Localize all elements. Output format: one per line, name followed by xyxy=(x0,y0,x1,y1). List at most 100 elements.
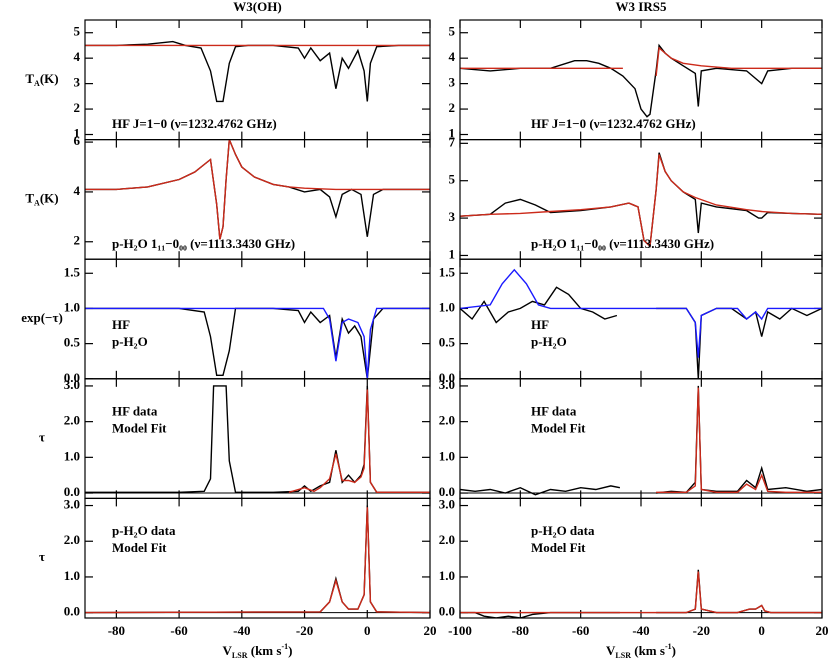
plot-frame xyxy=(84,258,431,380)
y-axis-label: TA(K) xyxy=(25,71,58,88)
x-tick-label: -20 xyxy=(693,623,710,638)
y-tick-label: 0.0 xyxy=(439,604,455,619)
y-tick-label: 3.0 xyxy=(439,497,455,512)
x-tick-label: -60 xyxy=(572,623,589,638)
x-tick-label: 0 xyxy=(364,623,371,638)
legend-entry: Model Fit xyxy=(112,540,167,555)
spectrum-line xyxy=(85,385,430,493)
y-tick-label: 2 xyxy=(74,233,81,248)
y-tick-label: 3.0 xyxy=(64,497,80,512)
y-tick-label: 1 xyxy=(74,125,81,140)
y-tick-label: 1 xyxy=(449,246,456,261)
spectrum-line xyxy=(460,43,822,118)
spectrum-line xyxy=(460,571,822,614)
x-tick-label: -60 xyxy=(170,623,187,638)
legend-entry: Model Fit xyxy=(531,540,586,555)
legend-entry: HF xyxy=(531,317,549,332)
legend-entry: p-H₂O xyxy=(531,334,567,349)
y-tick-label: 1.0 xyxy=(64,448,80,463)
x-tick-label: -80 xyxy=(108,623,125,638)
y-tick-label: 6 xyxy=(74,133,81,148)
x-axis-label: VLSR (km s-1) xyxy=(606,642,676,660)
spectrum-line xyxy=(85,507,430,614)
spectrum-line xyxy=(85,40,430,103)
y-tick-label: 2 xyxy=(449,100,456,115)
label-part: (K) xyxy=(40,71,59,86)
y-tick-label: 4 xyxy=(449,49,456,64)
spectrum-line xyxy=(656,387,822,493)
y-tick-label: 5 xyxy=(74,24,81,39)
label-part: exp(−τ) xyxy=(21,310,63,325)
y-tick-label: 2.0 xyxy=(64,413,80,428)
legend-entry: Model Fit xyxy=(112,420,167,435)
spectrum-line xyxy=(85,139,430,240)
label-part: (km s xyxy=(247,643,281,658)
label-part: ) xyxy=(672,643,676,658)
legend-entry: HF data xyxy=(531,403,577,418)
x-axis-label: VLSR (km s-1) xyxy=(223,642,293,660)
spectrum-line xyxy=(460,286,822,379)
x-tick-label: -40 xyxy=(632,623,649,638)
plot-frame xyxy=(459,497,823,619)
y-tick-label: 3.0 xyxy=(439,377,455,392)
spectrum-line xyxy=(460,268,822,358)
label-part: T xyxy=(25,190,34,205)
x-tick-label: 20 xyxy=(424,623,437,638)
label-part: -1 xyxy=(665,642,672,651)
label-part: T xyxy=(25,71,34,86)
y-tick-label: 1 xyxy=(449,125,456,140)
legend-entry: p-H₂O data xyxy=(531,523,595,538)
label-part: τ xyxy=(39,430,45,445)
label-part: τ xyxy=(39,549,45,564)
y-tick-label: 0.0 xyxy=(439,484,455,499)
y-tick-label: 1.0 xyxy=(64,568,80,583)
plot-frame xyxy=(84,497,431,619)
plot-frame xyxy=(459,378,823,499)
y-tick-label: 7 xyxy=(449,134,456,149)
label-part: LSR xyxy=(232,651,248,660)
y-tick-label: 2.0 xyxy=(439,532,455,547)
label-part: V xyxy=(223,643,233,658)
legend-entry: p-H₂O data xyxy=(112,523,176,538)
label-part: A xyxy=(34,79,40,88)
y-tick-label: 1.0 xyxy=(439,568,455,583)
y-tick-label: 0.0 xyxy=(64,604,80,619)
legend-entry: HF xyxy=(112,317,130,332)
y-tick-label: 1.0 xyxy=(439,299,455,314)
y-tick-label: 0.0 xyxy=(439,370,455,385)
annotation: p-H₂O 1₁₁−0₀₀ (ν=1113.3430 GHz) xyxy=(531,236,714,251)
y-tick-label: 5 xyxy=(449,24,456,39)
y-axis-label: τ xyxy=(39,430,45,445)
label-part: (K) xyxy=(40,190,59,205)
y-axis-label: τ xyxy=(39,549,45,564)
y-tick-label: 1.5 xyxy=(64,264,81,279)
label-part: V xyxy=(606,643,616,658)
x-tick-label: 0 xyxy=(758,623,765,638)
legend-entry: Model Fit xyxy=(531,420,586,435)
annotation: HF J=1−0 (ν=1232.4762 GHz) xyxy=(531,116,696,131)
y-tick-label: 3.0 xyxy=(64,377,80,392)
spectrum-line xyxy=(460,152,822,248)
y-tick-label: 0.0 xyxy=(64,484,80,499)
x-tick-label: -80 xyxy=(512,623,529,638)
spectrum-line xyxy=(460,385,822,496)
x-tick-label: -20 xyxy=(296,623,313,638)
y-axis-label: TA(K) xyxy=(25,190,58,207)
label-part: LSR xyxy=(615,651,631,660)
y-tick-label: 1.0 xyxy=(64,299,80,314)
y-tick-label: 0.5 xyxy=(439,335,456,350)
y-tick-label: 1.0 xyxy=(439,448,455,463)
y-tick-label: 4 xyxy=(74,183,81,198)
legend-entry: p-H₂O xyxy=(112,334,148,349)
annotation: HF J=1−0 (ν=1232.4762 GHz) xyxy=(112,116,277,131)
spectrum-line xyxy=(85,307,430,379)
panel-title: W3(OH) xyxy=(233,0,281,14)
label-part: (km s xyxy=(631,643,665,658)
y-tick-label: 1.5 xyxy=(439,264,456,279)
spectrum-line xyxy=(85,505,430,614)
label-part: ) xyxy=(288,643,292,658)
y-tick-label: 3 xyxy=(449,209,456,224)
y-tick-label: 2.0 xyxy=(64,532,80,547)
